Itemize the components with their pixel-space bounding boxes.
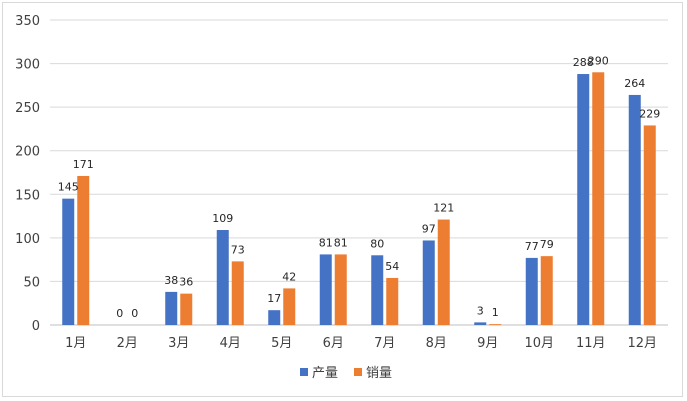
bar-production [319,254,332,325]
data-label: 109 [212,212,233,225]
data-label: 38 [164,274,178,287]
data-label: 77 [525,240,539,253]
bar-sales [643,125,656,325]
bar-production [422,240,435,325]
y-tick-label: 50 [23,275,40,290]
x-tick-label: 8月 [426,336,447,351]
x-tick-label: 2月 [117,336,138,351]
chart-frame [2,2,683,397]
bar-sales [77,175,90,325]
bar-sales [592,72,605,326]
bar-sales [231,261,244,325]
x-tick-label: 6月 [323,336,344,351]
bar-production [577,74,590,326]
bar-sales [334,254,347,325]
x-axis: 1月 2月 3月 4月 5月 6月 7月 8月 9月 10月 11月 12月 [65,336,657,351]
data-label: 229 [639,107,660,120]
legend-swatch [354,368,362,376]
data-label: 81 [334,236,348,249]
bar-sales [283,288,296,325]
legend-label: 销量 [366,366,392,381]
y-axis: 0 50 100 150 200 250 300 350 [15,14,40,334]
bar-sales [437,219,450,325]
x-tick-label: 10月 [524,336,554,351]
data-label: 171 [73,158,94,171]
x-tick-label: 4月 [220,336,241,351]
bar-production [628,94,641,325]
data-label: 290 [588,54,609,67]
bar-production [165,291,178,325]
bar-production [525,257,538,325]
data-label: 17 [267,292,281,305]
x-tick-label: 5月 [271,336,292,351]
x-tick-label: 1月 [65,336,86,351]
data-label: 80 [370,237,384,250]
y-tick-label: 250 [15,101,40,116]
x-tick-label: 12月 [627,336,657,351]
data-label: 121 [433,202,454,215]
bars [62,72,656,326]
data-label: 145 [58,181,79,194]
x-tick-label: 7月 [374,336,395,351]
x-tick-label: 9月 [477,336,498,351]
bar-sales [180,293,193,325]
bar-production [268,310,281,325]
data-label: 54 [385,260,399,273]
bar-sales [489,324,502,325]
data-label: 97 [422,222,436,235]
y-tick-label: 350 [15,14,40,29]
y-tick-label: 300 [15,58,40,73]
data-label: 0 [131,307,138,320]
data-label: 0 [116,307,123,320]
bar-production [474,322,487,325]
data-label: 36 [179,276,193,289]
x-tick-label: 3月 [168,336,189,351]
y-tick-label: 200 [15,145,40,160]
data-label: 42 [282,270,296,283]
bar-production [216,230,229,325]
gridlines [50,19,668,326]
data-label: 3 [477,304,484,317]
data-label: 1 [492,306,499,319]
bar-sales [540,256,553,325]
y-tick-label: 0 [32,319,40,334]
data-label: 288 [573,56,594,69]
data-label: 79 [540,238,554,251]
legend-swatch [300,368,308,376]
data-label: 81 [319,236,333,249]
bar-sales [386,277,399,325]
legend: 产量 销量 [300,366,392,381]
bar-production [62,198,75,325]
y-tick-label: 150 [15,188,40,203]
legend-label: 产量 [312,366,338,381]
data-label: 264 [624,77,645,90]
x-tick-label: 11月 [576,336,606,351]
y-tick-label: 100 [15,232,40,247]
data-label: 73 [231,243,245,256]
bar-production [371,255,384,325]
